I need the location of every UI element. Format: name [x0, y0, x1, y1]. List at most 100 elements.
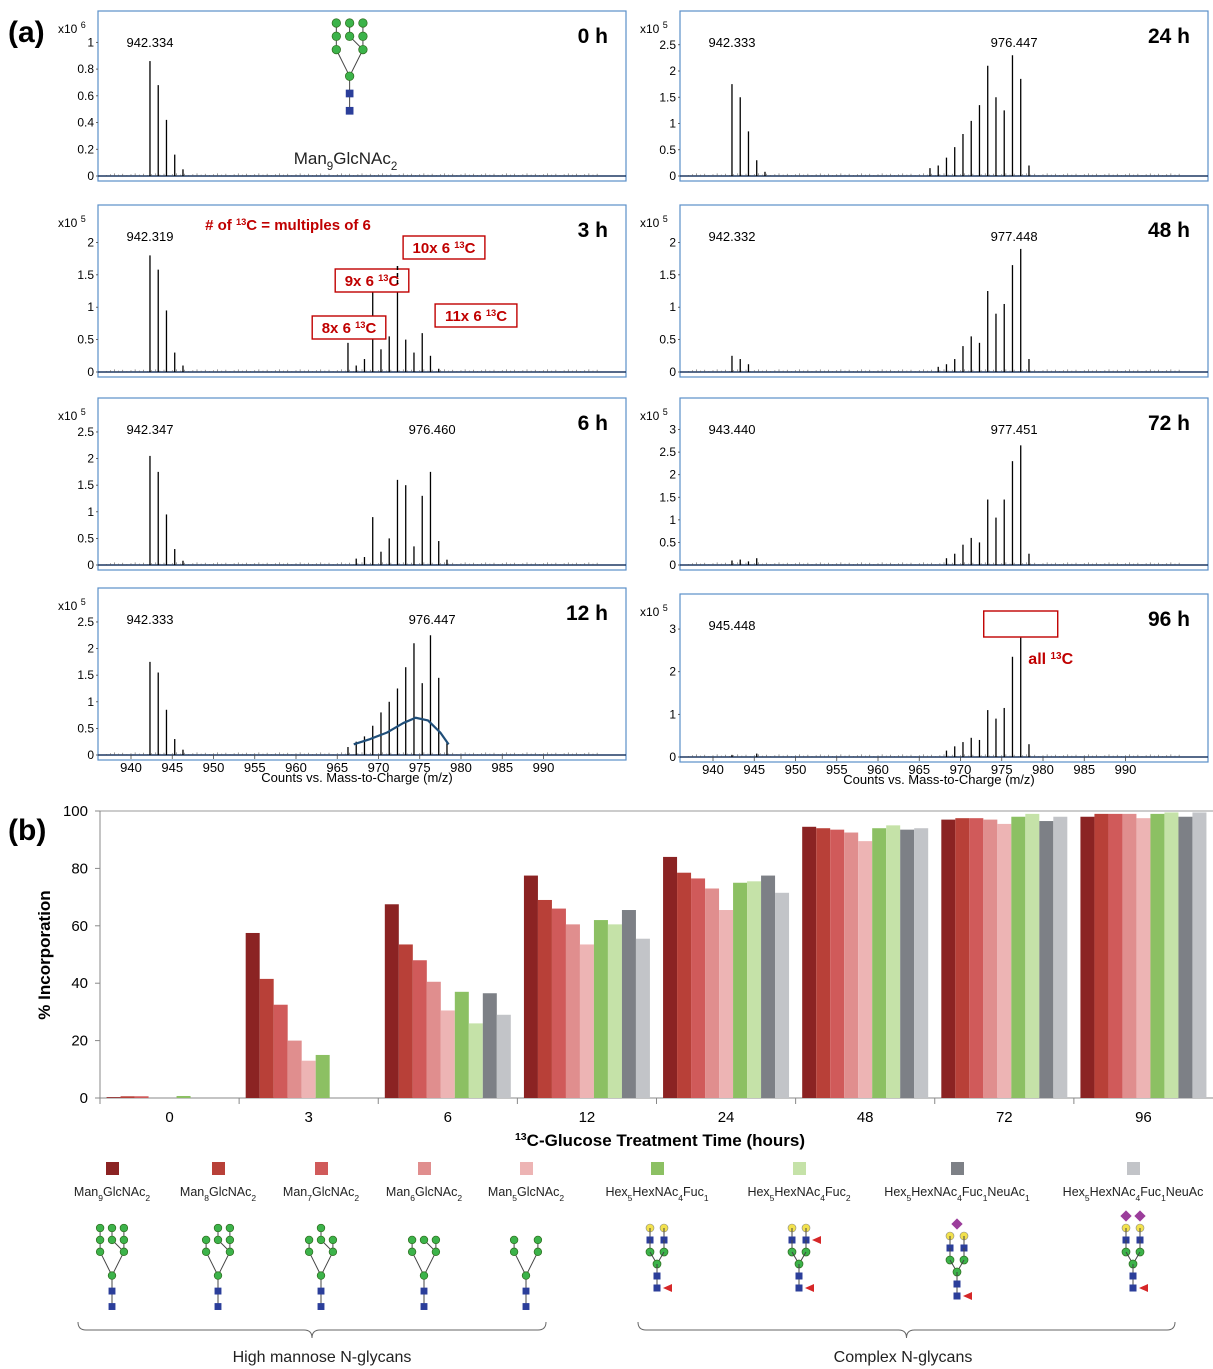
y-tick-label: 2.5: [659, 38, 676, 52]
isotope-label-sup: 13: [486, 308, 496, 318]
compound-label-part-1: 9: [327, 161, 333, 173]
legend-label-part-1: 5: [628, 1193, 633, 1203]
mannose-residue: [509, 1235, 519, 1245]
x-axis-title: 13C-Glucose Treatment Time (hours): [515, 1131, 805, 1150]
glcnac-residue: [653, 1272, 661, 1280]
legend-label: Man9GlcNAc2: [74, 1185, 150, 1203]
y-scale-label: x10 5: [58, 597, 86, 613]
isotope-label-sup: 13: [355, 320, 365, 330]
bar: [176, 1095, 191, 1098]
bar: [1094, 813, 1109, 1098]
incorporation-bar-chart: 0 20 40 60 80 100 % Incorporation 0 3 6 12 24 48 72 96…: [35, 803, 1213, 1150]
y-tick-label: 2.5: [659, 445, 676, 459]
isotope-label: 9x 6 13C: [345, 273, 400, 290]
spectrum-frame: [679, 593, 1209, 763]
y-scale-base: x10: [640, 22, 663, 36]
legend-label: Hex5HexNAc4Fuc1NeuAc1: [884, 1185, 1030, 1203]
glcnac-residue: [214, 1303, 222, 1310]
glcnac-residue: [345, 106, 354, 115]
y-scale-exponent: 5: [81, 407, 86, 417]
group-brace: [77, 1321, 547, 1339]
x-tick-label: 985: [491, 760, 513, 775]
isotope-label-post: C: [388, 273, 399, 290]
spectrum-frame: [679, 204, 1209, 378]
legend-label-part-2: HexNAc: [774, 1185, 820, 1199]
mannose-residue: [225, 1235, 235, 1245]
glcnac-residue: [953, 1292, 961, 1300]
y-tick-label: 0.8: [77, 62, 94, 76]
mannose-residue: [225, 1247, 235, 1256]
timepoint-label: 0 h: [578, 25, 608, 48]
legend-label: Hex5HexNAc4Fuc2: [747, 1185, 850, 1203]
y-tick-label: 0: [87, 748, 94, 762]
mannose-residue: [213, 1271, 223, 1280]
mannose-residue: [358, 18, 368, 28]
y-tick-label: 0: [669, 558, 676, 572]
legend-swatch: [315, 1162, 328, 1175]
bar: [1080, 816, 1095, 1098]
y-tick-label: 0: [87, 365, 94, 379]
x-tick-label: 970: [950, 762, 972, 777]
legend-label-part-5: 1: [1161, 1193, 1166, 1203]
fucose-residue: [812, 1236, 821, 1244]
glcnac-residue: [522, 1303, 530, 1310]
legend-label-part-0: Man: [386, 1185, 410, 1199]
fit-curve: [353, 716, 450, 746]
legend-label-part-3: 2: [457, 1193, 462, 1203]
peak-mz-label-2: 976.447: [991, 35, 1038, 50]
legend-label-part-0: Man: [488, 1185, 512, 1199]
y-tick-label: 0: [669, 750, 676, 764]
high-mannose-label: High mannose N-glycans: [233, 1349, 412, 1366]
legend-label: Man5GlcNAc2: [488, 1185, 564, 1203]
x-axis-label: Counts vs. Mass-to-Charge (m/z): [843, 772, 1034, 787]
bar: [830, 829, 845, 1098]
mannose-residue: [119, 1247, 129, 1256]
peak-mz-label-2: 976.460: [409, 422, 456, 437]
bar: [398, 944, 413, 1098]
y-tick-label: 40: [71, 975, 88, 992]
mannose-residue: [345, 31, 355, 41]
y-tick-label: 0: [669, 365, 676, 379]
complex-glycan: [1120, 1210, 1148, 1292]
mannose-residue: [407, 1247, 417, 1256]
legend-label-part-2: HexNAc: [911, 1185, 957, 1199]
mannose-residue: [431, 1247, 441, 1256]
y-tick-label: 1: [87, 695, 94, 709]
y-scale-label: x10 5: [640, 20, 668, 36]
heading-13c-sup: 13: [236, 217, 246, 227]
mannose-residue: [328, 1247, 338, 1256]
x-tick-label: 6: [444, 1109, 452, 1126]
glcnac-residue: [345, 89, 354, 98]
timepoint-label: 3 h: [578, 219, 608, 242]
spectrum-frame: [97, 397, 627, 571]
isotope-label-pre: 9x 6: [345, 273, 378, 290]
y-tick-label: 0.5: [77, 333, 94, 347]
bar: [705, 888, 720, 1098]
x-tick-label: 990: [533, 760, 555, 775]
y-tick-label: 0: [87, 558, 94, 572]
y-scale-label: x10 5: [640, 407, 668, 423]
y-scale-exponent: 5: [663, 20, 668, 30]
y-tick-label: 2: [669, 665, 676, 679]
spectrum-frame: [679, 10, 1209, 182]
complex-glycan: [645, 1223, 672, 1292]
x-tick-label: 975: [991, 762, 1013, 777]
legend-label: Hex5HexNAc4Fuc1: [605, 1185, 708, 1203]
legend-label-part-3: 4: [1135, 1193, 1140, 1203]
y-tick-label: 2: [669, 64, 676, 78]
glcnac-residue: [108, 1287, 116, 1295]
legend-label: Hex5HexNAc4Fuc1NeuAc: [1063, 1185, 1204, 1203]
glycan-structures: [95, 1210, 1148, 1310]
peak-mz-label: 943.440: [708, 422, 755, 437]
mannose-residue: [358, 31, 368, 41]
x-axis-title-sup: 13: [515, 1131, 527, 1143]
y-scale-label: x10 5: [640, 214, 668, 230]
y-tick-label: 1.5: [659, 490, 676, 504]
y-scale-label: x10 5: [58, 214, 86, 230]
spectrum-12h: 0 0.5 1 1.5 2 2.5 x10 5 12 h 942.333 976.447 940 94…: [58, 587, 627, 785]
y-tick-label: 1: [669, 117, 676, 131]
glcnac-residue: [653, 1284, 661, 1292]
bar: [384, 904, 399, 1098]
legend-label-part-3: 2: [145, 1193, 150, 1203]
